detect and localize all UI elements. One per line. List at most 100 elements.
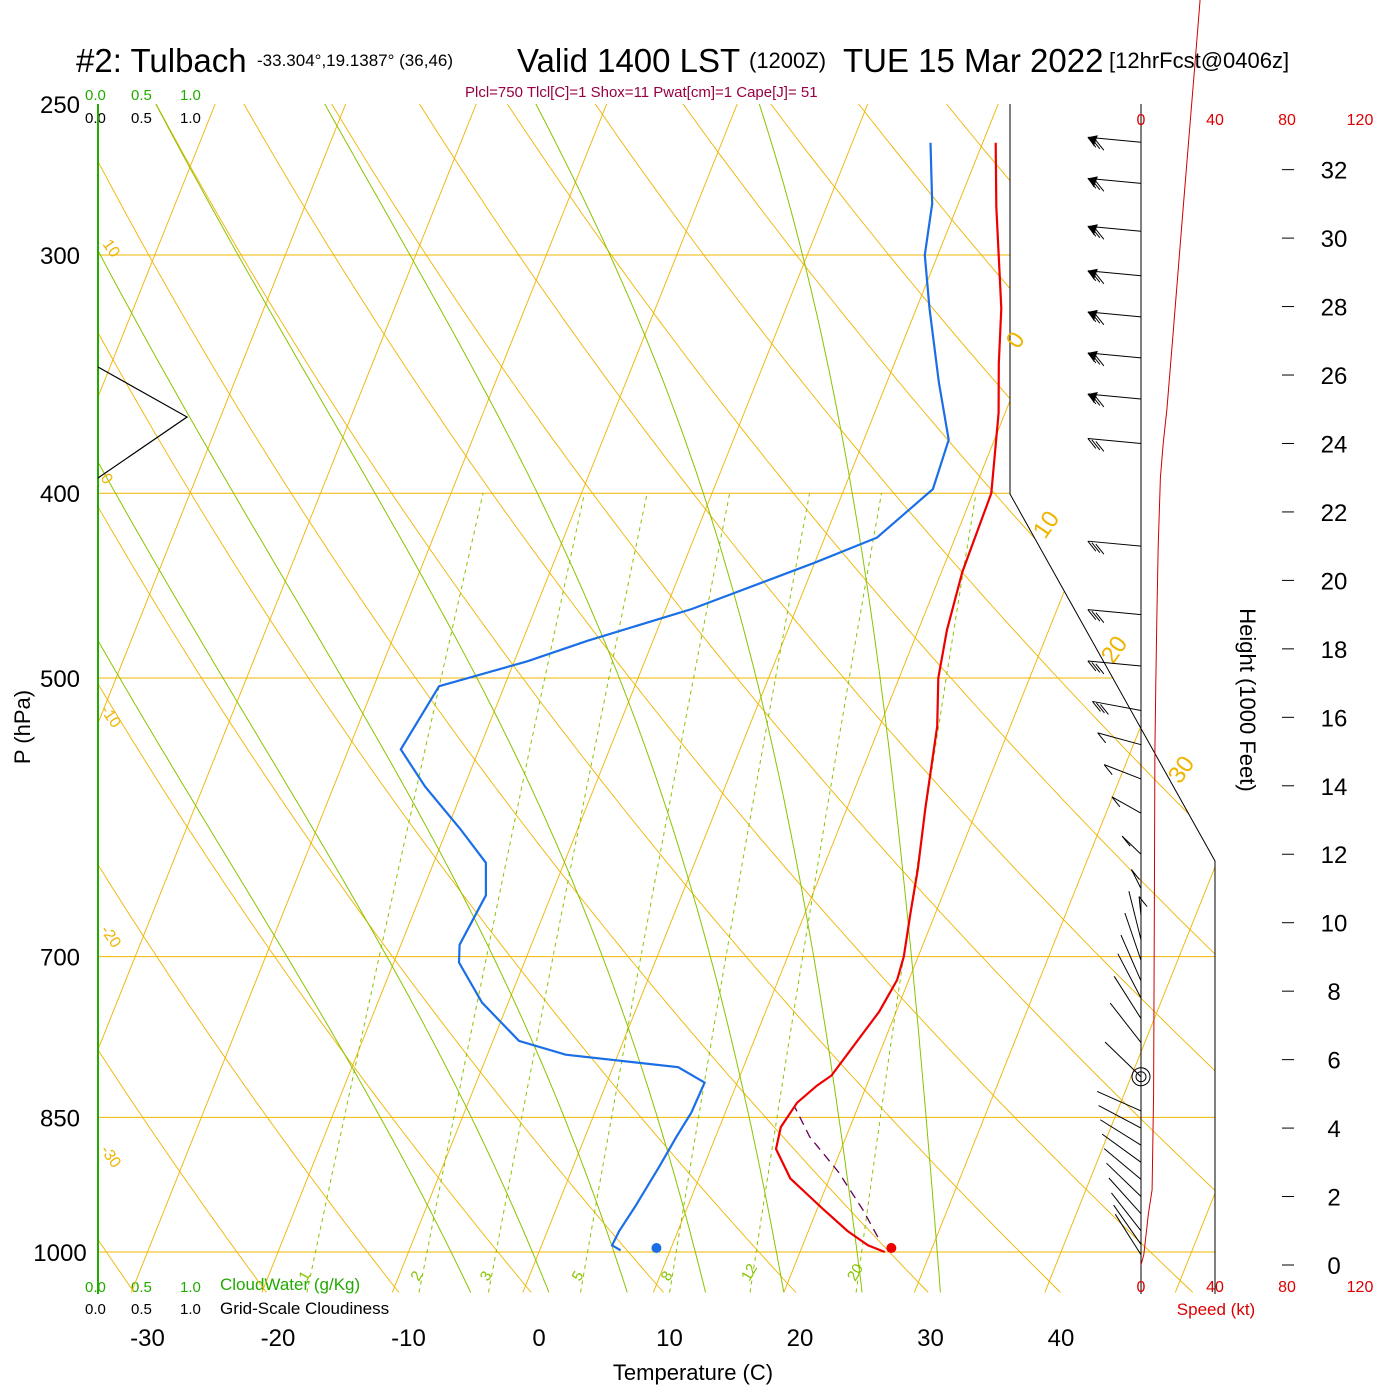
dry-adiabat-line — [1005, 104, 1215, 1293]
isotherm-line — [130, 104, 621, 1293]
height-tick-label: 8 — [1327, 979, 1340, 1006]
speed-tick-label-top: 40 — [1206, 112, 1224, 129]
cloudwater-scale-bottom-1: 0.5 — [131, 1279, 152, 1296]
height-axis-title: Height (1000 Feet) — [1235, 608, 1260, 791]
wind-barb-feather — [1131, 869, 1140, 880]
dry-adiabat-line — [1179, 104, 1215, 1293]
wind-barb-staff — [1120, 934, 1142, 982]
speed-tick-label-bottom: 120 — [1347, 1279, 1374, 1296]
mixing-ratio-line — [418, 493, 585, 1293]
dry-adiabat-label: 20 — [1096, 631, 1133, 668]
plot-frame — [97, 104, 1216, 1294]
height-tick-label: 6 — [1327, 1048, 1340, 1075]
sounding-profiles — [399, 142, 1003, 1254]
wind-barb-pennant — [1087, 135, 1098, 147]
temperature-tick-label: 30 — [917, 1325, 944, 1352]
dry-adiabat-line — [658, 104, 1215, 1293]
mixing-ratio-line — [306, 493, 484, 1293]
pressure-tick-label: 1000 — [33, 1240, 86, 1267]
wind-barb-feather — [1095, 139, 1105, 151]
height-tick-label: 18 — [1321, 637, 1348, 664]
wind-barb-staff — [1100, 1119, 1142, 1146]
dry-adiabat-line — [98, 104, 400, 1293]
moist-adiabat-line — [517, 104, 863, 1293]
dry-adiabat-line — [571, 104, 1215, 1293]
height-tick-label: 14 — [1321, 774, 1348, 801]
dry-adiabat-line — [98, 104, 797, 1293]
wind-barb-feather — [1095, 441, 1105, 452]
moist-adiabat-line — [747, 104, 941, 1293]
isotherm-line — [98, 104, 491, 1293]
moist-adiabat-line — [98, 104, 472, 1293]
wind-barb-feather — [1111, 796, 1121, 808]
valid-time: Valid 1400 LST — [517, 42, 740, 79]
wind-barb-staff — [1124, 912, 1142, 961]
surface-dewpoint-dot — [651, 1243, 662, 1253]
wind-barb-staff — [1092, 700, 1142, 711]
wind-barb-staff — [1087, 540, 1142, 547]
pressure-tick-label: 250 — [40, 92, 80, 119]
temperature-tick-label: -30 — [130, 1325, 165, 1352]
isotherm-line — [1306, 70, 1400, 1292]
dry-adiabat-line — [745, 104, 1215, 1293]
cloudiness-scale-top-0: 0.0 — [85, 110, 106, 127]
speed-tick-label-top: 0 — [1137, 112, 1146, 129]
wind-barb-feather — [1091, 439, 1101, 451]
temperature-tick-label: 0 — [532, 1325, 545, 1352]
wind-barb-staff — [1111, 796, 1142, 814]
wind-barb-feather — [1095, 396, 1105, 408]
stability-indices: Plcl=750 Tlcl[C]=1 Shox=11 Pwat[cm]=1 Ca… — [465, 84, 818, 101]
dry-adiabat-line — [98, 104, 929, 1293]
height-tick-label: 22 — [1321, 500, 1348, 527]
cloudwater-scale-top-2: 1.0 — [180, 87, 201, 104]
dry-adiabat-label: 10 — [1028, 506, 1065, 543]
wind-barb-staff — [1113, 976, 1142, 1019]
mixing-ratio-label: 20 — [844, 1261, 867, 1284]
mixing-ratio-label: 8 — [658, 1268, 677, 1284]
temperature-tick-label: 40 — [1048, 1325, 1075, 1352]
mixing-ratio-label: 2 — [407, 1268, 426, 1284]
wind-barb-staff — [1138, 896, 1142, 916]
cloudiness-trace — [97, 366, 189, 479]
speed-tick-label-top: 120 — [1347, 112, 1374, 129]
wind-barb-staff — [1106, 1162, 1142, 1197]
dry-adiabat-line — [1353, 70, 1400, 1292]
wind-barb-pennant — [1087, 309, 1098, 321]
temperature-tick-label: 20 — [787, 1325, 814, 1352]
wind-barb-staff — [1131, 869, 1142, 889]
wind-barb-feather — [1095, 181, 1105, 192]
speed-axis-title: Speed (kt) — [1177, 1300, 1255, 1319]
dewpoint-profile — [399, 142, 950, 1252]
pressure-tick-label: 700 — [40, 945, 80, 972]
wind-barb-staff — [1096, 1090, 1142, 1112]
isotherm-line — [522, 104, 1013, 1293]
surface-temperature-dot — [886, 1243, 897, 1253]
speed-tick-label-bottom: 0 — [1137, 1279, 1146, 1296]
dry-adiabat-label: 10 — [99, 237, 123, 261]
dry-adiabat-label: 30 — [1163, 751, 1200, 788]
speed-tick-label-top: 80 — [1278, 112, 1296, 129]
wind-barb-staff — [1117, 953, 1142, 999]
wind-barb-feather — [1095, 612, 1105, 623]
isotherm-line — [98, 104, 360, 1293]
height-tick-label: 32 — [1321, 158, 1348, 185]
wind-barb-feather — [1121, 835, 1131, 847]
wind-barb-feather — [1103, 764, 1113, 775]
wind-barb-staff — [1104, 1041, 1142, 1078]
cloudiness-scale-bottom-1: 0.5 — [131, 1301, 152, 1318]
right-boundary-line — [1009, 104, 1216, 1294]
mixing-ratio-line — [749, 493, 882, 1293]
station-coords: -33.304°,19.1387° (36,46) — [257, 51, 453, 70]
isotherm-line — [98, 104, 230, 1293]
valid-date: TUE 15 Mar 2022 — [843, 42, 1103, 79]
wind-barb-staff — [1101, 1133, 1142, 1163]
speed-tick-label-bottom: 80 — [1278, 1279, 1296, 1296]
wind-barb-feather — [1095, 663, 1105, 675]
mixing-ratio-line — [488, 493, 648, 1293]
wind-barb-feather — [1095, 273, 1105, 285]
wind-barb-feather — [1087, 660, 1097, 672]
wind-barb-feather — [1087, 438, 1097, 449]
dry-adiabat-line — [0, 70, 2, 1292]
wind-barb-feather — [1087, 540, 1097, 552]
wind-barb-staff — [1128, 891, 1142, 940]
